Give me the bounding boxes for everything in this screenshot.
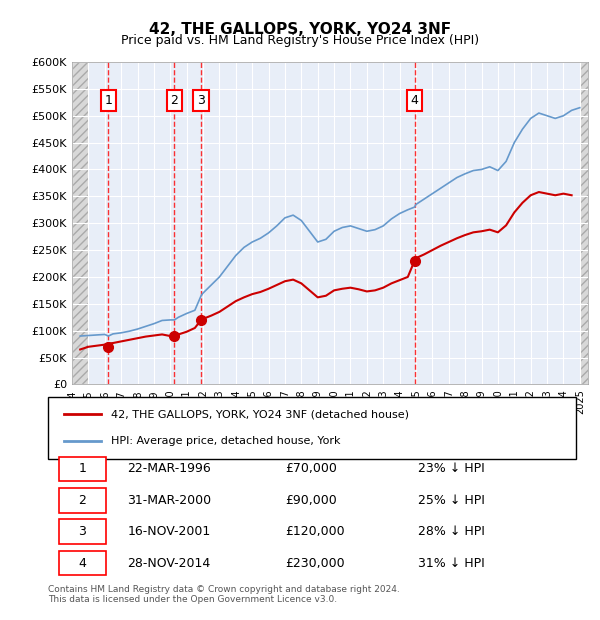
Text: 25% ↓ HPI: 25% ↓ HPI: [418, 494, 484, 507]
Text: 3: 3: [79, 525, 86, 538]
Text: 2: 2: [79, 494, 86, 507]
FancyBboxPatch shape: [59, 457, 106, 481]
Text: £70,000: £70,000: [286, 463, 337, 476]
Text: 1: 1: [79, 463, 86, 476]
Text: 31-MAR-2000: 31-MAR-2000: [127, 494, 211, 507]
Text: 28% ↓ HPI: 28% ↓ HPI: [418, 525, 484, 538]
FancyBboxPatch shape: [59, 520, 106, 544]
Text: 4: 4: [410, 94, 418, 107]
Text: 31% ↓ HPI: 31% ↓ HPI: [418, 557, 484, 570]
Text: £230,000: £230,000: [286, 557, 345, 570]
Text: 16-NOV-2001: 16-NOV-2001: [127, 525, 211, 538]
Text: 42, THE GALLOPS, YORK, YO24 3NF (detached house): 42, THE GALLOPS, YORK, YO24 3NF (detache…: [112, 409, 409, 419]
Text: 1: 1: [104, 94, 112, 107]
Text: Price paid vs. HM Land Registry's House Price Index (HPI): Price paid vs. HM Land Registry's House …: [121, 34, 479, 47]
Text: 42, THE GALLOPS, YORK, YO24 3NF: 42, THE GALLOPS, YORK, YO24 3NF: [149, 22, 451, 37]
Text: £90,000: £90,000: [286, 494, 337, 507]
Text: Contains HM Land Registry data © Crown copyright and database right 2024.
This d: Contains HM Land Registry data © Crown c…: [48, 585, 400, 604]
Text: 23% ↓ HPI: 23% ↓ HPI: [418, 463, 484, 476]
Text: 3: 3: [197, 94, 205, 107]
Bar: [72, 62, 88, 384]
Text: 28-NOV-2014: 28-NOV-2014: [127, 557, 211, 570]
Text: £120,000: £120,000: [286, 525, 345, 538]
Bar: [580, 62, 588, 384]
FancyBboxPatch shape: [59, 488, 106, 513]
Text: 2: 2: [170, 94, 178, 107]
Text: HPI: Average price, detached house, York: HPI: Average price, detached house, York: [112, 436, 341, 446]
Text: 22-MAR-1996: 22-MAR-1996: [127, 463, 211, 476]
Text: 4: 4: [79, 557, 86, 570]
FancyBboxPatch shape: [59, 551, 106, 575]
FancyBboxPatch shape: [48, 397, 576, 459]
